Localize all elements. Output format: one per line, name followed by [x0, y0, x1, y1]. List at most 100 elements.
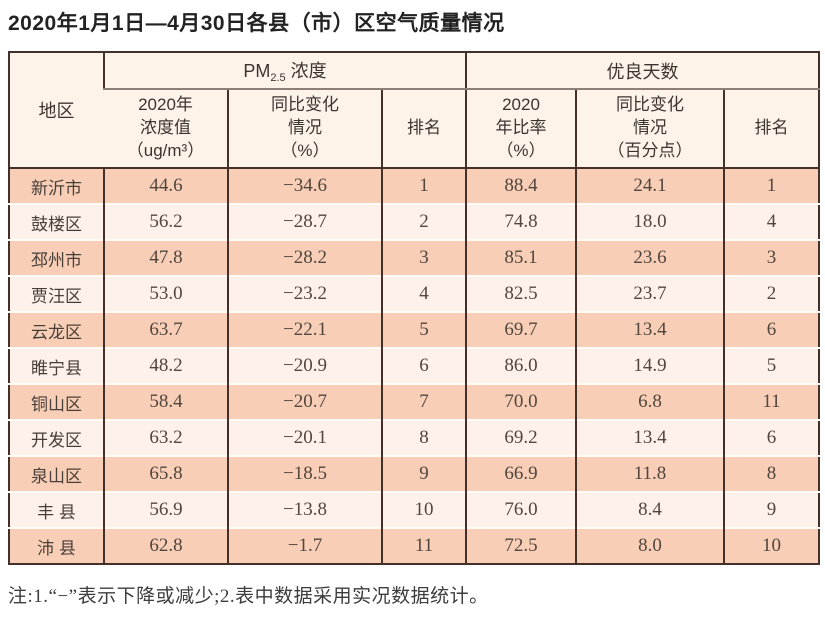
- days-ratio-cell: 88.4: [465, 168, 576, 205]
- days-change-header: 同比变化 情况 （百分点）: [575, 89, 724, 170]
- pm-rank-cell: 8: [381, 419, 466, 457]
- days-change-cell: 8.0: [575, 527, 724, 565]
- pm-change-cell: −20.1: [227, 419, 382, 457]
- pm-value-cell: 56.9: [103, 491, 228, 529]
- days-ratio-cell: 85.1: [465, 239, 576, 277]
- days-rank-header: 排名: [722, 89, 820, 170]
- days-change-cell: 13.4: [575, 311, 724, 349]
- pm-value-cell: 44.6: [103, 168, 228, 205]
- pm-change-cell: −28.7: [227, 203, 382, 241]
- table-body: 新沂市 44.6 −34.6 1 88.4 24.1 1 鼓楼区 56.2 −28.7 2 74.8 1…: [9, 168, 820, 565]
- days-ratio-cell: 86.0: [465, 347, 576, 385]
- pm-rank-cell: 4: [381, 275, 466, 313]
- pm-value-cell: 63.7: [103, 311, 228, 349]
- pm-value-header: 2020年 浓度值 （ug/m³）: [104, 89, 228, 170]
- days-ratio-cell: 82.5: [465, 275, 576, 313]
- days-rank-cell: 3: [722, 239, 820, 277]
- table-row: 邳州市 47.8 −28.2 3 85.1 23.6 3: [9, 239, 820, 277]
- region-cell: 邳州市: [9, 239, 104, 277]
- days-rank-cell: 4: [722, 203, 820, 241]
- days-change-cell: 18.0: [575, 203, 724, 241]
- days-change-cell: 23.6: [575, 239, 724, 277]
- footnote: 注:1.“−”表示下降或减少;2.表中数据采用实况数据统计。: [8, 586, 489, 608]
- pm-rank-cell: 11: [381, 527, 466, 565]
- region-cell: 泉山区: [9, 455, 104, 493]
- table-row: 铜山区 58.4 −20.7 7 70.0 6.8 11: [9, 383, 820, 421]
- days-ratio-cell: 76.0: [465, 491, 576, 529]
- region-cell: 贾汪区: [9, 275, 104, 313]
- days-change-cell: 13.4: [575, 419, 724, 457]
- days-rank-cell: 8: [722, 455, 820, 493]
- table-row: 沛 县 62.8 −1.7 11 72.5 8.0 10: [9, 527, 820, 565]
- days-rank-cell: 2: [722, 275, 820, 313]
- days-change-cell: 23.7: [575, 275, 724, 313]
- days-rank-cell: 10: [722, 527, 820, 565]
- region-cell: 新沂市: [9, 168, 104, 205]
- pm-value-cell: 56.2: [103, 203, 228, 241]
- pm25-label-suffix: 浓度: [285, 61, 327, 82]
- pm-value-cell: 63.2: [103, 419, 228, 457]
- table-row: 泉山区 65.8 −18.5 9 66.9 11.8 8: [9, 455, 820, 493]
- days-change-cell: 11.8: [575, 455, 724, 493]
- pm-change-header: 同比变化 情况 （%）: [227, 89, 382, 170]
- table-row: 新沂市 44.6 −34.6 1 88.4 24.1 1: [9, 168, 820, 205]
- pm-change-cell: −34.6: [227, 168, 382, 205]
- pm-rank-cell: 5: [381, 311, 466, 349]
- table-row: 鼓楼区 56.2 −28.7 2 74.8 18.0 4: [9, 203, 820, 241]
- group-header-row: 地区 PM2.5 浓度 优良天数: [9, 52, 820, 170]
- days-ratio-header: 2020 年比率 （%）: [465, 89, 576, 170]
- pm-rank-cell: 3: [381, 239, 466, 277]
- pm-rank-cell: 1: [381, 168, 466, 205]
- pm-change-cell: −18.5: [227, 455, 382, 493]
- air-quality-table: 地区 PM2.5 浓度 优良天数 2020年 浓度值 （ug/m³） 同比变化 …: [8, 51, 821, 566]
- region-cell: 开发区: [9, 419, 104, 457]
- days-rank-cell: 6: [722, 419, 820, 457]
- pm-change-cell: −1.7: [227, 527, 382, 565]
- pm-rank-cell: 6: [381, 347, 466, 385]
- pm25-label-prefix: PM: [243, 61, 271, 82]
- pm-rank-header: 排名: [381, 89, 466, 170]
- days-ratio-cell: 66.9: [465, 455, 576, 493]
- region-column-header: 地区: [9, 52, 104, 170]
- pm-change-cell: −20.7: [227, 383, 382, 421]
- region-cell: 睢宁县: [9, 347, 104, 385]
- pm-change-cell: −20.9: [227, 347, 382, 385]
- days-ratio-cell: 69.7: [465, 311, 576, 349]
- days-rank-cell: 1: [722, 168, 820, 205]
- pm-change-cell: −22.1: [227, 311, 382, 349]
- days-rank-cell: 5: [722, 347, 820, 385]
- region-cell: 丰 县: [9, 491, 104, 529]
- table-header: 地区 PM2.5 浓度 优良天数 2020年 浓度值 （ug/m³） 同比变化 …: [9, 52, 820, 170]
- pm-value-cell: 53.0: [103, 275, 228, 313]
- table-row: 开发区 63.2 −20.1 8 69.2 13.4 6: [9, 419, 820, 457]
- sub-header-row: 2020年 浓度值 （ug/m³） 同比变化 情况 （%） 排名 2020 年比…: [9, 89, 820, 170]
- days-ratio-cell: 74.8: [465, 203, 576, 241]
- region-cell: 铜山区: [9, 383, 104, 421]
- pm-change-cell: −28.2: [227, 239, 382, 277]
- table-row: 贾汪区 53.0 −23.2 4 82.5 23.7 2: [9, 275, 820, 313]
- region-cell: 云龙区: [9, 311, 104, 349]
- region-cell: 鼓楼区: [9, 203, 104, 241]
- pm-rank-cell: 9: [381, 455, 466, 493]
- days-rank-cell: 6: [722, 311, 820, 349]
- days-ratio-cell: 72.5: [465, 527, 576, 565]
- pm-rank-cell: 2: [381, 203, 466, 241]
- pm-change-cell: −23.2: [227, 275, 382, 313]
- days-change-cell: 14.9: [575, 347, 724, 385]
- pm-rank-cell: 7: [381, 383, 466, 421]
- pm-value-cell: 65.8: [103, 455, 228, 493]
- days-rank-cell: 11: [722, 383, 820, 421]
- table-row: 云龙区 63.7 −22.1 5 69.7 13.4 6: [9, 311, 820, 349]
- pm25-group-header: PM2.5 浓度: [103, 52, 466, 91]
- pm-change-cell: −13.8: [227, 491, 382, 529]
- days-ratio-cell: 70.0: [465, 383, 576, 421]
- region-cell: 沛 县: [9, 527, 104, 565]
- pm-value-cell: 62.8: [103, 527, 228, 565]
- pm-value-cell: 58.4: [103, 383, 228, 421]
- pm25-label-subscript: 2.5: [270, 72, 286, 85]
- table-row: 睢宁县 48.2 −20.9 6 86.0 14.9 5: [9, 347, 820, 385]
- days-ratio-cell: 69.2: [465, 419, 576, 457]
- days-change-cell: 8.4: [575, 491, 724, 529]
- days-change-cell: 24.1: [575, 168, 724, 205]
